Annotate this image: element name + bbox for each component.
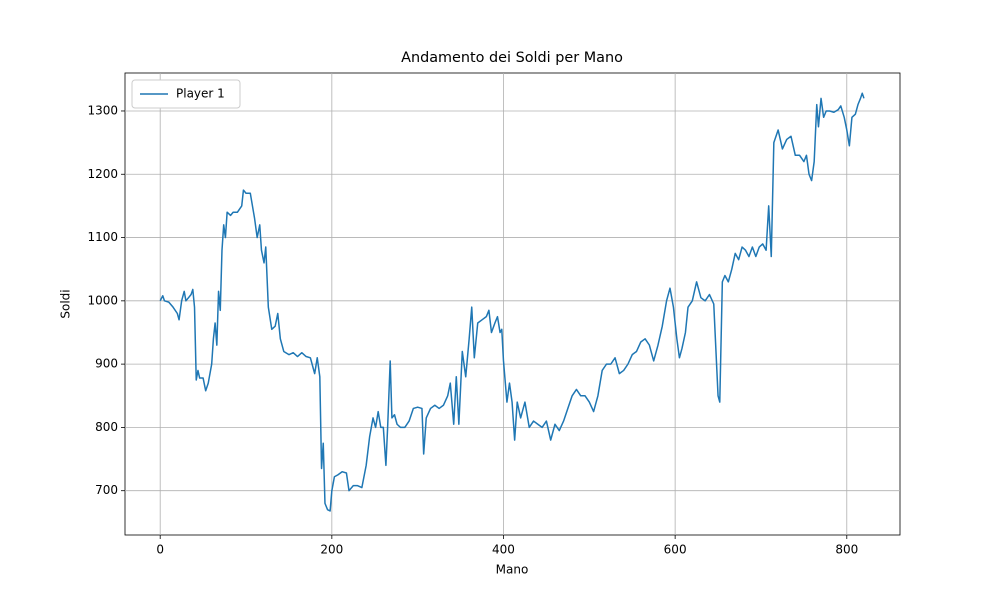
x-tick-label: 200 — [320, 543, 343, 557]
legend-label: Player 1 — [176, 87, 225, 101]
y-tick-label: 700 — [95, 483, 118, 497]
y-tick-label: 1100 — [87, 230, 118, 244]
x-tick-label: 0 — [156, 543, 164, 557]
x-tick-label: 400 — [492, 543, 515, 557]
y-tick-label: 1300 — [87, 103, 118, 117]
data-line — [159, 92, 865, 512]
plot-frame — [124, 72, 901, 536]
y-tick-label: 900 — [95, 357, 118, 371]
y-axis-label: Soldi — [59, 289, 73, 318]
x-tick-label: 600 — [664, 543, 687, 557]
chart-title: Andamento dei Soldi per Mano — [401, 50, 623, 66]
x-axis-label: Mano — [496, 563, 529, 577]
legend-box — [131, 79, 241, 109]
y-tick-label: 800 — [95, 420, 118, 434]
y-tick-label: 1000 — [87, 293, 118, 307]
x-tick-label: 800 — [835, 543, 858, 557]
y-tick-label: 1200 — [87, 167, 118, 181]
